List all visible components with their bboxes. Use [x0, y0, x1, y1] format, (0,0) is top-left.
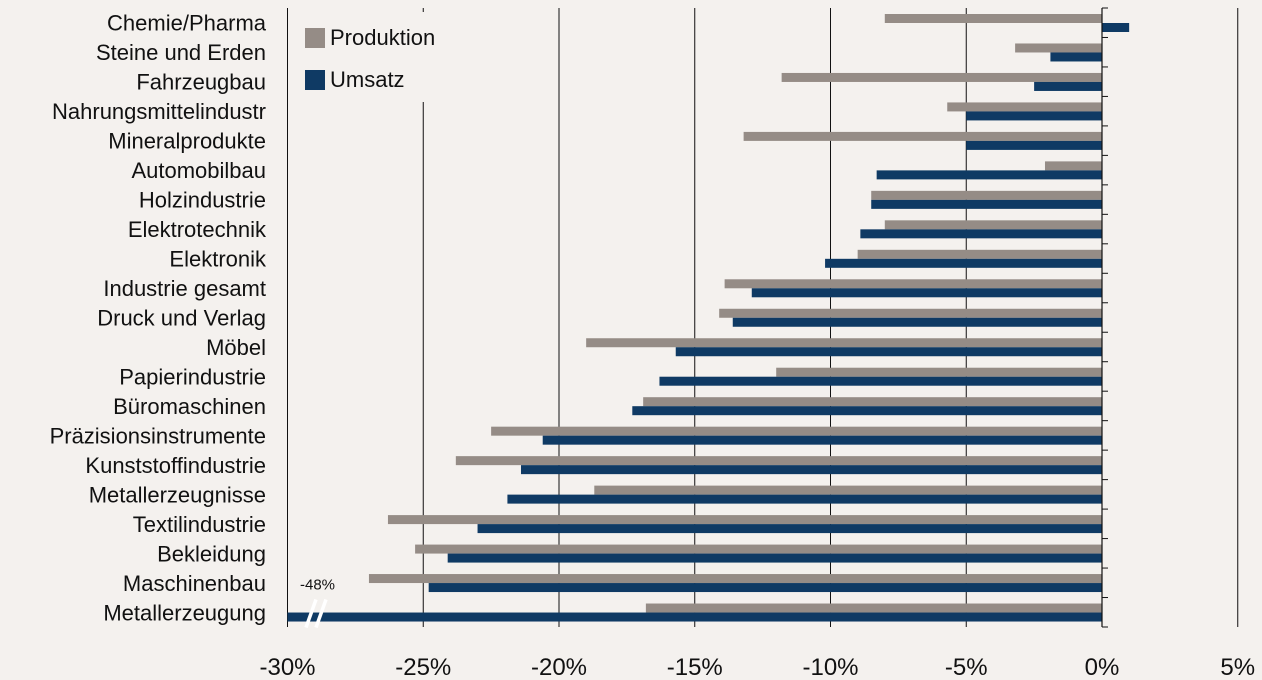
bar-produktion-steine-und-erden — [1015, 43, 1102, 53]
category-label-holzindustrie: Holzindustrie — [139, 188, 266, 213]
category-label-elektrotechnik: Elektrotechnik — [128, 217, 267, 242]
x-tick-label: 5% — [1220, 654, 1255, 680]
bar-umsatz-holzindustrie — [871, 199, 1102, 209]
bar-produktion-holzindustrie — [871, 190, 1102, 200]
category-label-automobilbau: Automobilbau — [131, 158, 266, 183]
bar-umsatz-industrie-gesamt — [751, 288, 1102, 298]
legend-label-produktion: Produktion — [330, 25, 435, 50]
category-label-praezisionsinstrumente: Präzisionsinstrumente — [50, 423, 266, 448]
bar-produktion-automobilbau — [1044, 161, 1102, 171]
category-label-industrie-gesamt: Industrie gesamt — [103, 276, 266, 301]
bar-umsatz-metallerzeugung — [287, 612, 1102, 622]
legend-label-umsatz: Umsatz — [330, 67, 405, 92]
bar-umsatz-textilindustrie — [477, 524, 1102, 534]
bar-produktion-maschinenbau — [368, 574, 1102, 584]
bar-umsatz-druck-und-verlag — [732, 317, 1102, 327]
category-label-steine-und-erden: Steine und Erden — [96, 40, 266, 65]
bar-umsatz-kunststoffindustrie — [520, 465, 1102, 475]
legend: Produktion Umsatz — [296, 12, 435, 102]
category-label-bekleidung: Bekleidung — [157, 541, 266, 566]
bar-produktion-industrie-gesamt — [724, 279, 1102, 289]
legend-swatch-umsatz — [305, 70, 325, 90]
bar-produktion-praezisionsinstrumente — [491, 426, 1102, 436]
x-tick-label: -25% — [395, 654, 451, 680]
axes — [1101, 7, 1108, 628]
bar-umsatz-fahrzeugbau — [1034, 81, 1102, 91]
category-labels: Chemie/Pharma Steine und Erden Fahrzeugbau… — [50, 11, 267, 626]
category-label-fahrzeugbau: Fahrzeugbau — [136, 70, 266, 95]
x-tick-label: -30% — [259, 654, 315, 680]
category-label-moebel: Möbel — [206, 335, 266, 360]
bar-umsatz-praezisionsinstrumente — [542, 435, 1102, 445]
x-tick-label: -15% — [667, 654, 723, 680]
category-label-druck-und-verlag: Druck und Verlag — [97, 306, 266, 331]
bar-umsatz-nahrungsmittelindustr — [966, 111, 1102, 121]
bar-produktion-elektrotechnik — [884, 220, 1102, 230]
bar-produktion-bueromaschinen — [643, 397, 1102, 407]
x-tick-labels: -30% -25% -20% -15% -10% -5% 0% 5% — [259, 654, 1255, 680]
category-label-metallerzeugung: Metallerzeugung — [103, 600, 266, 625]
x-tick-label: -20% — [531, 654, 587, 680]
bar-produktion-nahrungsmittelindustr — [947, 102, 1102, 112]
category-label-textilindustrie: Textilindustrie — [133, 512, 266, 537]
bar-umsatz-maschinenbau — [428, 583, 1102, 593]
bars — [287, 14, 1130, 622]
axis-break-marker — [304, 598, 328, 629]
bar-produktion-kunststoffindustrie — [455, 456, 1103, 466]
bar-produktion-moebel — [586, 338, 1102, 348]
bar-umsatz-automobilbau — [876, 170, 1102, 180]
bar-umsatz-mineralprodukte — [966, 140, 1102, 150]
bar-produktion-fahrzeugbau — [781, 72, 1102, 82]
category-label-metallerzeugnisse: Metallerzeugnisse — [89, 482, 266, 507]
category-label-bueromaschinen: Büromaschinen — [113, 394, 266, 419]
bar-produktion-mineralprodukte — [743, 131, 1102, 141]
category-label-nahrungsmittelindustr: Nahrungsmittelindustr — [52, 99, 266, 124]
annotations: -48% — [300, 577, 335, 629]
bar-umsatz-bekleidung — [447, 553, 1102, 563]
bar-produktion-druck-und-verlag — [719, 308, 1102, 318]
category-label-mineralprodukte: Mineralprodukte — [108, 129, 266, 154]
category-label-maschinenbau: Maschinenbau — [123, 571, 266, 596]
bar-umsatz-elektronik — [825, 258, 1102, 268]
bar-produktion-bekleidung — [415, 544, 1103, 554]
bar-produktion-chemie-pharma — [884, 14, 1102, 23]
bar-produktion-metallerzeugung — [645, 603, 1102, 613]
x-tick-label: 0% — [1085, 654, 1120, 680]
category-label-papierindustrie: Papierindustrie — [119, 364, 266, 389]
bar-umsatz-steine-und-erden — [1050, 52, 1102, 62]
bar-produktion-elektronik — [857, 249, 1102, 259]
legend-swatch-produktion — [305, 28, 325, 48]
bar-umsatz-metallerzeugnisse — [507, 494, 1102, 504]
bar-umsatz-elektrotechnik — [860, 229, 1102, 239]
category-label-elektronik: Elektronik — [169, 247, 267, 272]
x-tick-label: -10% — [802, 654, 858, 680]
bar-umsatz-bueromaschinen — [632, 406, 1102, 416]
bar-produktion-textilindustrie — [387, 515, 1103, 525]
bar-umsatz-chemie-pharma — [1102, 23, 1130, 32]
bar-umsatz-papierindustrie — [659, 376, 1102, 386]
annotation-label: -48% — [300, 577, 335, 594]
x-tick-label: -5% — [945, 654, 988, 680]
category-label-chemie-pharma: Chemie/Pharma — [107, 11, 267, 36]
bar-umsatz-moebel — [675, 347, 1102, 357]
bar-produktion-papierindustrie — [776, 367, 1102, 377]
category-label-kunststoffindustrie: Kunststoffindustrie — [85, 453, 266, 478]
bar-produktion-metallerzeugnisse — [594, 485, 1102, 495]
